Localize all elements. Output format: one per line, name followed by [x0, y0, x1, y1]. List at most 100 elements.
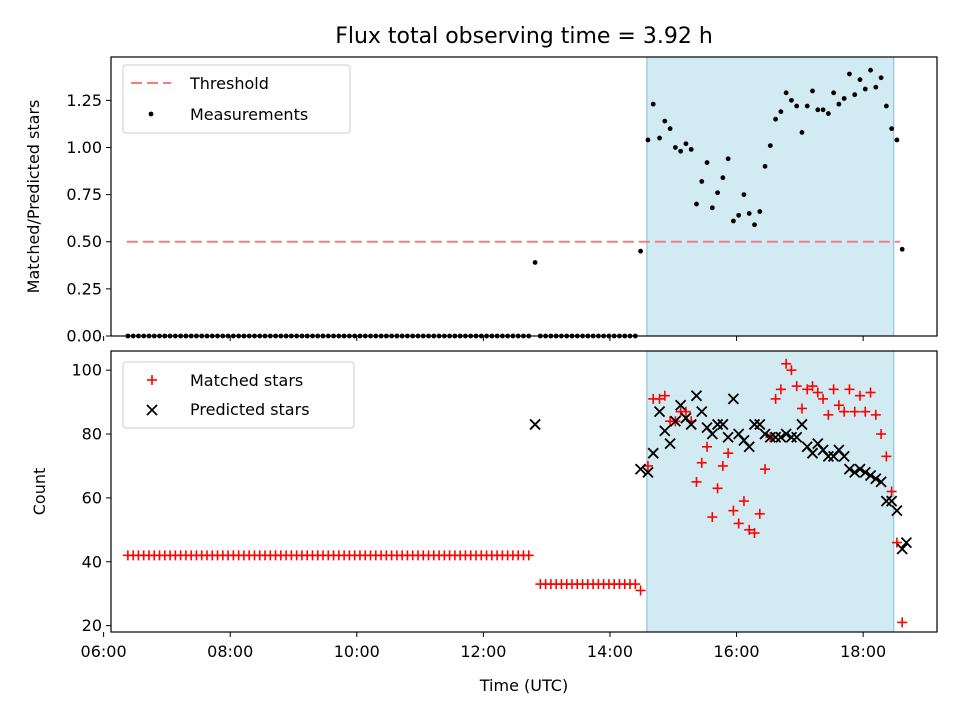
predicted-star-point: [854, 463, 866, 475]
predicted-star-point: [706, 428, 718, 440]
measurement-point: [757, 209, 763, 214]
measurement-point: [836, 101, 842, 107]
matched-star-point: [812, 387, 823, 398]
measurement-point: [715, 190, 720, 196]
predicted-star-point: [875, 476, 887, 488]
matched-star-point: [635, 585, 646, 596]
top-legend: Threshold Measurements: [122, 64, 351, 134]
bottom-axes-frame: [110, 350, 938, 633]
predicted-star-point: [634, 463, 647, 475]
predicted-star-point: [748, 418, 761, 431]
top-axes-frame: [110, 56, 938, 337]
predicted-star-point: [642, 466, 654, 478]
matched-star-point: [833, 400, 844, 411]
predicted-star-point: [759, 428, 771, 440]
legend-measurements-label: Measurements: [190, 105, 308, 124]
chart-title: Flux total observing time = 3.92 h: [335, 24, 713, 49]
matched-star-point: [886, 486, 897, 497]
matched-star-point: [870, 409, 881, 420]
predicted-star-point: [647, 447, 659, 459]
matched-star-point: [712, 483, 723, 494]
legend-threshold-label: Threshold: [189, 74, 269, 93]
measurement-point: [699, 179, 705, 184]
measurement-point: [804, 103, 810, 109]
matched-star-point: [696, 457, 707, 468]
matched-star-point: [865, 387, 876, 398]
measurement-point: [731, 218, 736, 224]
predicted-star-point: [785, 431, 798, 443]
predicted-star-point: [859, 466, 871, 478]
matched-star-point: [749, 528, 760, 539]
predicted-star-point: [653, 406, 666, 418]
matched-star-point: [744, 524, 755, 535]
matched-star-point: [881, 451, 892, 462]
measurement-point: [889, 126, 895, 132]
legend-matched-swatch: [147, 375, 157, 385]
matched-star-point: [802, 384, 813, 395]
matched-star-point: [818, 393, 829, 404]
predicted-star-point: [754, 418, 766, 431]
measurement-point: [741, 192, 747, 198]
matched-star-point: [707, 512, 718, 523]
measurement-point: [709, 205, 715, 211]
predicted-star-point: [870, 473, 882, 485]
x-tick-label: 14:00: [587, 642, 633, 661]
measurement-point: [831, 90, 837, 96]
x-tick-label: 12:00: [460, 642, 506, 661]
matched-star-point: [791, 381, 802, 392]
top-y-axis-label: Matched/Predicted stars: [24, 100, 43, 294]
measurement-point: [820, 107, 826, 113]
measurement-point: [678, 148, 684, 154]
predicted-star-point: [838, 450, 850, 463]
matched-star-point: [891, 537, 902, 548]
matched-star-point: [876, 429, 887, 440]
matched-star-point: [807, 381, 818, 392]
measurement-point: [683, 141, 689, 147]
predicted-star-point: [743, 441, 755, 453]
predicted-star-point: [886, 495, 898, 507]
matched-star-point: [654, 393, 665, 404]
top-panel: 0.00 0.25 0.50 0.75 1.00 1.25 Flux total obse…: [24, 24, 938, 346]
predicted-star-point: [529, 418, 541, 431]
matched-star-point: [523, 550, 534, 561]
predicted-star-point: [780, 428, 792, 440]
bottom-y-tick-label: 60: [82, 488, 102, 507]
bottom-y-tick-label: 100: [71, 361, 102, 380]
measurement-point: [638, 248, 643, 254]
measurement-point: [667, 126, 673, 132]
measurement-point: [672, 145, 678, 150]
x-tick-label: 06:00: [81, 642, 127, 661]
top-shaded-region: [646, 56, 895, 337]
measurement-point: [650, 101, 656, 107]
bottom-y-tick-label: 40: [82, 552, 102, 571]
predicted-star-point: [659, 425, 671, 437]
matched-star-point: [728, 505, 739, 516]
matched-star-point: [781, 358, 792, 369]
measurement-point: [767, 143, 773, 149]
measurement-point: [810, 88, 815, 94]
measurement-point: [815, 107, 821, 113]
measurement-point: [899, 246, 905, 252]
measurement-point: [762, 163, 768, 169]
predicted-star-point: [880, 495, 893, 507]
matched-star-point: [691, 476, 702, 487]
bottom-y-ticks: 20 40 60 80 100: [71, 361, 111, 635]
measurement-point: [894, 137, 900, 143]
x-tick-label: 08:00: [207, 642, 253, 661]
measurement-point: [883, 103, 889, 109]
matched-star-point: [860, 406, 871, 417]
matched-star-point: [770, 393, 781, 404]
measurement-point: [841, 96, 847, 101]
measurement-point: [736, 212, 742, 218]
x-tick-label: 10:00: [334, 642, 380, 661]
predicted-star-point: [664, 437, 676, 450]
legend-matched-label: Matched stars: [190, 371, 303, 390]
matched-star-point: [823, 409, 834, 420]
top-y-tick-label: 1.25: [66, 91, 102, 110]
top-legend-box: [122, 64, 351, 134]
measurement-point: [852, 92, 858, 98]
bottom-shaded-region: [646, 350, 895, 633]
matched-star-point: [839, 406, 850, 417]
matched-stars-series: [122, 358, 908, 628]
measurement-point: [862, 86, 868, 92]
